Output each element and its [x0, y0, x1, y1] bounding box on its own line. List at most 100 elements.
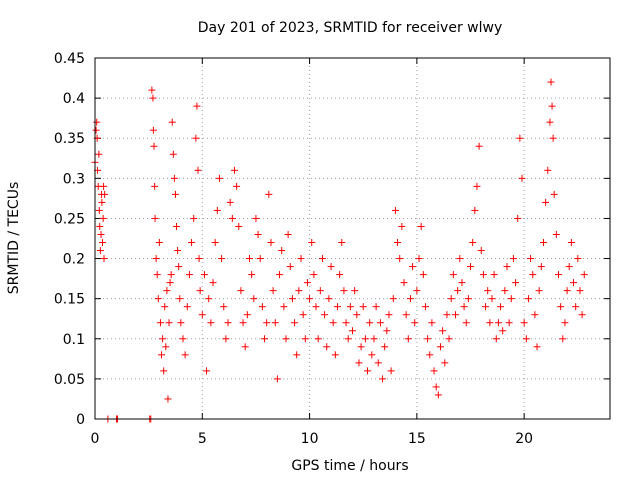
data-point: [413, 287, 421, 295]
data-point: [193, 102, 201, 110]
data-point: [314, 335, 322, 343]
data-point: [559, 335, 567, 343]
data-point: [572, 303, 580, 311]
data-point: [578, 311, 586, 319]
data-point: [529, 271, 537, 279]
data-point: [321, 311, 329, 319]
data-point: [387, 367, 395, 375]
data-point: [291, 319, 299, 327]
data-point: [475, 142, 483, 150]
data-point: [546, 118, 554, 126]
data-point: [379, 375, 387, 383]
data-point: [159, 335, 167, 343]
data-point: [447, 295, 455, 303]
data-point: [213, 206, 221, 214]
data-point: [224, 319, 232, 327]
y-tick-label: 0.1: [63, 332, 85, 348]
data-point: [396, 255, 404, 263]
data-point: [391, 206, 399, 214]
data-point: [574, 255, 582, 263]
data-point: [286, 263, 294, 271]
data-point: [539, 239, 547, 247]
data-point: [406, 295, 414, 303]
data-point: [96, 247, 104, 255]
data-point: [340, 287, 348, 295]
data-point: [361, 335, 369, 343]
data-point: [494, 319, 502, 327]
data-point: [297, 255, 305, 263]
data-point: [92, 126, 100, 134]
data-point: [490, 271, 498, 279]
data-point: [436, 343, 444, 351]
data-point: [428, 319, 436, 327]
data-point: [233, 182, 241, 190]
data-point: [400, 279, 408, 287]
data-point: [175, 263, 183, 271]
data-point: [173, 222, 181, 230]
x-tick-label: 15: [408, 431, 426, 447]
data-point: [434, 391, 442, 399]
data-point: [351, 287, 359, 295]
data-point: [151, 214, 159, 222]
y-tick-label: 0.4: [63, 91, 85, 107]
data-point: [576, 287, 584, 295]
data-point: [561, 319, 569, 327]
data-point: [93, 118, 101, 126]
data-point: [484, 287, 492, 295]
data-point: [473, 182, 481, 190]
data-point: [312, 303, 320, 311]
data-point: [527, 255, 535, 263]
data-point: [501, 287, 509, 295]
data-point: [464, 295, 472, 303]
data-point: [95, 206, 103, 214]
data-point: [153, 271, 161, 279]
data-point: [177, 319, 185, 327]
data-point: [151, 182, 159, 190]
data-point: [567, 239, 575, 247]
data-point: [522, 335, 530, 343]
data-point: [263, 319, 271, 327]
data-point: [518, 174, 526, 182]
data-point: [215, 174, 223, 182]
data-point: [218, 255, 226, 263]
data-point: [154, 295, 162, 303]
data-point: [547, 78, 555, 86]
data-point: [424, 335, 432, 343]
data-point: [284, 230, 292, 238]
data-point: [520, 319, 528, 327]
y-tick-label: 0: [76, 412, 85, 428]
data-point: [454, 287, 462, 295]
data-point: [160, 367, 168, 375]
data-point: [288, 295, 296, 303]
data-point: [174, 247, 182, 255]
data-point: [196, 287, 204, 295]
data-point: [460, 303, 468, 311]
data-point: [165, 319, 173, 327]
data-point: [449, 271, 457, 279]
data-point: [95, 150, 103, 158]
data-point: [278, 247, 286, 255]
data-point: [364, 367, 372, 375]
data-point: [150, 142, 158, 150]
data-point: [477, 247, 485, 255]
data-point: [237, 287, 245, 295]
data-point: [185, 271, 193, 279]
data-point: [163, 287, 171, 295]
data-point: [359, 303, 367, 311]
data-point: [456, 255, 464, 263]
data-point: [419, 271, 427, 279]
data-point: [488, 295, 496, 303]
data-point: [282, 335, 290, 343]
data-point: [235, 222, 243, 230]
data-point: [537, 263, 545, 271]
y-tick-label: 0.3: [63, 171, 85, 187]
data-point: [192, 134, 200, 142]
data-point: [374, 359, 382, 367]
data-point: [570, 279, 578, 287]
data-point: [318, 255, 326, 263]
data-point: [342, 319, 350, 327]
data-point: [535, 287, 543, 295]
data-point: [503, 263, 511, 271]
data-point: [469, 239, 477, 247]
data-point: [265, 190, 273, 198]
